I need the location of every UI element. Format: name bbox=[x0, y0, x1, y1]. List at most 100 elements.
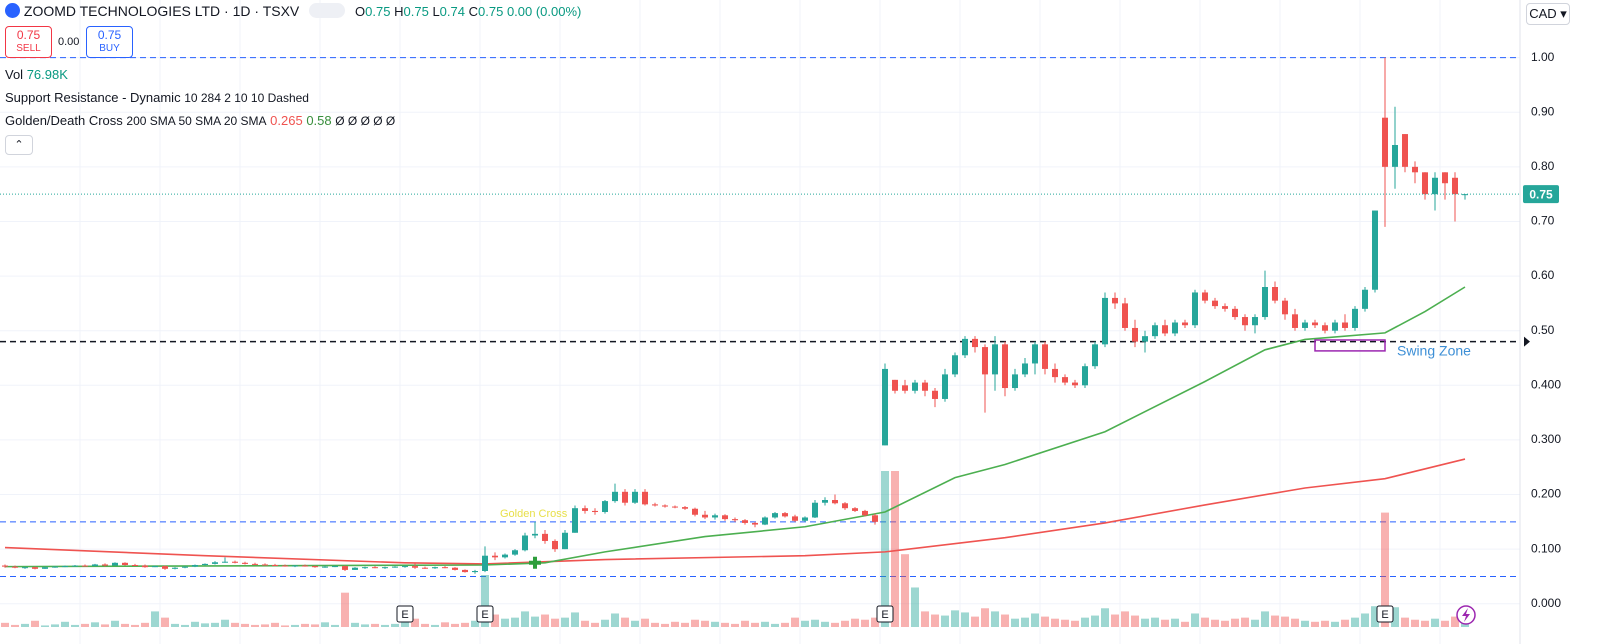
volume-bar bbox=[121, 623, 129, 627]
volume-bar bbox=[341, 592, 349, 627]
currency-selector[interactable]: CAD ▾ bbox=[1526, 3, 1570, 25]
level-arrow bbox=[1524, 336, 1530, 347]
candle-body bbox=[982, 347, 988, 375]
candle-body bbox=[52, 566, 58, 568]
volume-bar bbox=[761, 621, 769, 627]
golden-cross-label: Golden Cross bbox=[500, 508, 568, 520]
volume-bar bbox=[1071, 620, 1079, 627]
candle-body bbox=[1182, 322, 1188, 326]
candle-body bbox=[612, 491, 618, 502]
swing-zone-label: Swing Zone bbox=[1397, 343, 1471, 359]
sell-button[interactable]: 0.75 SELL bbox=[5, 26, 52, 58]
volume-bar bbox=[521, 611, 529, 627]
vol-legend: Vol 76.98K bbox=[5, 67, 68, 82]
volume-bar bbox=[241, 623, 249, 627]
ohlc-value: 0.75 bbox=[403, 4, 429, 19]
volume-bar bbox=[471, 620, 479, 627]
candle-body bbox=[1342, 322, 1348, 328]
candle-body bbox=[1012, 374, 1018, 389]
ohlc: O0.75 H0.75 L0.74 C0.75 0.00 (0.00%) bbox=[355, 4, 581, 19]
candle-body bbox=[482, 555, 488, 571]
candle-body bbox=[512, 550, 518, 555]
volume-bar bbox=[151, 611, 159, 627]
candle-body bbox=[262, 564, 268, 566]
candle-body bbox=[92, 564, 98, 567]
candle-body bbox=[652, 504, 658, 506]
gdc-value: 0.58 bbox=[306, 113, 332, 128]
candle-body bbox=[922, 382, 928, 391]
volume-bar bbox=[1381, 512, 1389, 627]
candle-body bbox=[1082, 366, 1088, 386]
volume-bar bbox=[1161, 619, 1169, 627]
volume-bar bbox=[1291, 618, 1299, 627]
y-tick-label: 0.300 bbox=[1531, 432, 1561, 446]
volume-bar bbox=[501, 618, 509, 627]
candle-body bbox=[852, 508, 858, 511]
sell-price: 0.75 bbox=[16, 28, 41, 42]
candle-body bbox=[232, 561, 238, 563]
candle-body bbox=[712, 515, 718, 518]
volume-bar bbox=[111, 620, 119, 627]
currency: CAD bbox=[1529, 6, 1557, 21]
candle-body bbox=[1092, 344, 1098, 367]
volume-bar bbox=[831, 622, 839, 627]
volume-bar bbox=[601, 619, 609, 627]
collapse-button[interactable]: ⌃ bbox=[5, 135, 33, 155]
candle-body bbox=[1262, 287, 1268, 318]
candle-body bbox=[522, 535, 528, 551]
earnings-marker bbox=[876, 605, 894, 623]
volume-bar bbox=[411, 618, 419, 627]
volume-bar bbox=[251, 624, 259, 627]
volume-bar bbox=[861, 619, 869, 627]
candle-body bbox=[502, 554, 508, 558]
candle-body bbox=[1322, 325, 1328, 331]
sell-label: SELL bbox=[16, 43, 41, 54]
candle-body bbox=[722, 515, 728, 520]
volume-bar bbox=[1091, 615, 1099, 627]
candle-body bbox=[1422, 172, 1428, 195]
volume-bar bbox=[561, 617, 569, 627]
candle-body bbox=[1042, 344, 1048, 369]
candle-body bbox=[1272, 287, 1278, 301]
volume-bar bbox=[811, 619, 819, 627]
candle-body bbox=[1152, 325, 1158, 337]
volume-bar bbox=[1441, 620, 1449, 627]
candle-body bbox=[1452, 177, 1458, 195]
candle-body bbox=[1162, 325, 1168, 334]
volume-bar bbox=[401, 620, 409, 627]
candle-body bbox=[572, 508, 578, 533]
volume-bar bbox=[931, 614, 939, 627]
volume-bar bbox=[1451, 616, 1459, 627]
volume-bar bbox=[11, 624, 19, 627]
volume-bar bbox=[1261, 611, 1269, 627]
candle-body bbox=[902, 385, 908, 391]
volume-bar bbox=[221, 619, 229, 627]
volume-bar bbox=[1181, 621, 1189, 627]
buy-price: 0.75 bbox=[97, 28, 122, 42]
candle-body bbox=[542, 533, 548, 541]
ohlc-value: 0.75 bbox=[365, 4, 391, 19]
candle-body bbox=[422, 567, 428, 569]
candle-body bbox=[1352, 308, 1358, 328]
candle-body bbox=[1222, 306, 1228, 309]
candle-body bbox=[172, 567, 178, 569]
y-tick-label: 0.80 bbox=[1531, 159, 1555, 173]
candle-body bbox=[492, 555, 498, 558]
volume-bar bbox=[851, 618, 859, 627]
symbol[interactable]: ZOOMD TECHNOLOGIES LTD · 1D · TSXV bbox=[23, 3, 300, 19]
candle-body bbox=[672, 506, 678, 508]
candle-body bbox=[602, 501, 608, 513]
candle-body bbox=[1402, 134, 1408, 167]
volume-bar bbox=[421, 623, 429, 627]
spread: 0.00 bbox=[58, 36, 80, 48]
change: 0.00 (0.00%) bbox=[506, 4, 582, 19]
candle-body bbox=[472, 571, 478, 573]
ohlc-letter: C bbox=[468, 4, 478, 19]
ohlc-letter: L bbox=[432, 4, 440, 19]
candle-body bbox=[1372, 210, 1378, 290]
vol-value: 76.98K bbox=[26, 67, 68, 82]
candle-body bbox=[412, 566, 418, 568]
volume-bar bbox=[961, 612, 969, 627]
volume-bar bbox=[741, 620, 749, 627]
buy-button[interactable]: 0.75 BUY bbox=[86, 26, 133, 58]
